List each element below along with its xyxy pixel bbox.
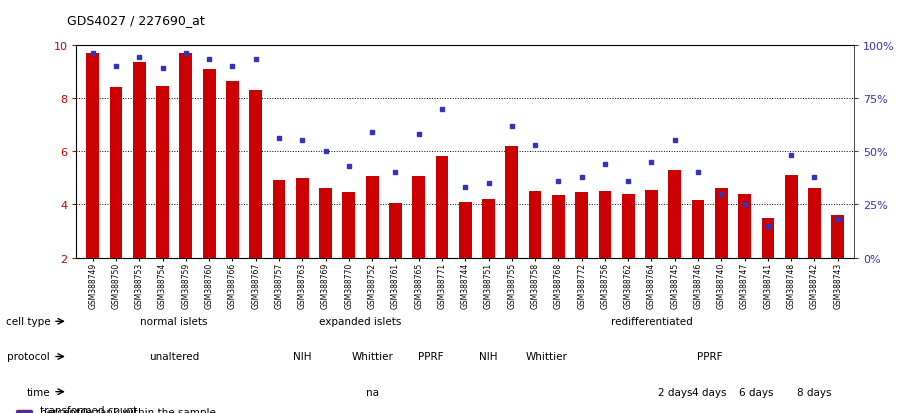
Text: transformed count: transformed count <box>40 405 138 413</box>
Bar <box>110 88 122 258</box>
Bar <box>482 199 495 258</box>
Bar <box>366 177 378 258</box>
Bar <box>133 63 146 258</box>
Bar <box>202 69 216 258</box>
Bar <box>761 218 774 258</box>
Bar <box>16 410 32 411</box>
Bar <box>808 189 821 258</box>
Bar <box>249 90 263 258</box>
Bar <box>343 193 355 258</box>
Text: na: na <box>366 387 378 397</box>
Bar <box>272 181 285 258</box>
Text: time: time <box>26 387 50 397</box>
Bar <box>715 189 728 258</box>
Text: PPRF: PPRF <box>417 351 443 362</box>
Bar <box>529 192 541 258</box>
Text: redifferentiated: redifferentiated <box>610 316 692 327</box>
Text: unaltered: unaltered <box>149 351 200 362</box>
Bar <box>156 87 169 258</box>
Bar <box>785 176 797 258</box>
Bar <box>668 171 681 258</box>
Text: NIH: NIH <box>479 351 498 362</box>
Bar <box>296 178 308 258</box>
Bar <box>599 192 611 258</box>
Text: 2 days: 2 days <box>657 387 692 397</box>
Bar <box>691 201 705 258</box>
Bar <box>738 194 751 258</box>
Text: 4 days: 4 days <box>692 387 727 397</box>
Text: PPRF: PPRF <box>697 351 723 362</box>
Text: percentile rank within the sample: percentile rank within the sample <box>40 407 217 413</box>
Bar <box>622 194 635 258</box>
Text: normal islets: normal islets <box>140 316 208 327</box>
Text: Whittier: Whittier <box>352 351 393 362</box>
Bar <box>832 216 844 258</box>
Bar <box>319 189 332 258</box>
Text: cell type: cell type <box>5 316 50 327</box>
Text: protocol: protocol <box>7 351 50 362</box>
Text: 8 days: 8 days <box>797 387 832 397</box>
Bar <box>575 193 588 258</box>
Bar <box>180 53 192 258</box>
Bar <box>505 147 518 258</box>
Text: Whittier: Whittier <box>526 351 567 362</box>
Bar <box>645 190 658 258</box>
Text: GDS4027 / 227690_at: GDS4027 / 227690_at <box>67 14 205 27</box>
Bar <box>389 204 402 258</box>
Text: 6 days: 6 days <box>739 387 773 397</box>
Text: expanded islets: expanded islets <box>319 316 402 327</box>
Bar <box>226 81 239 258</box>
Text: NIH: NIH <box>293 351 312 362</box>
Bar <box>435 157 449 258</box>
Bar <box>86 53 99 258</box>
Bar <box>413 177 425 258</box>
Bar <box>16 411 32 412</box>
Bar <box>458 202 472 258</box>
Bar <box>552 196 565 258</box>
